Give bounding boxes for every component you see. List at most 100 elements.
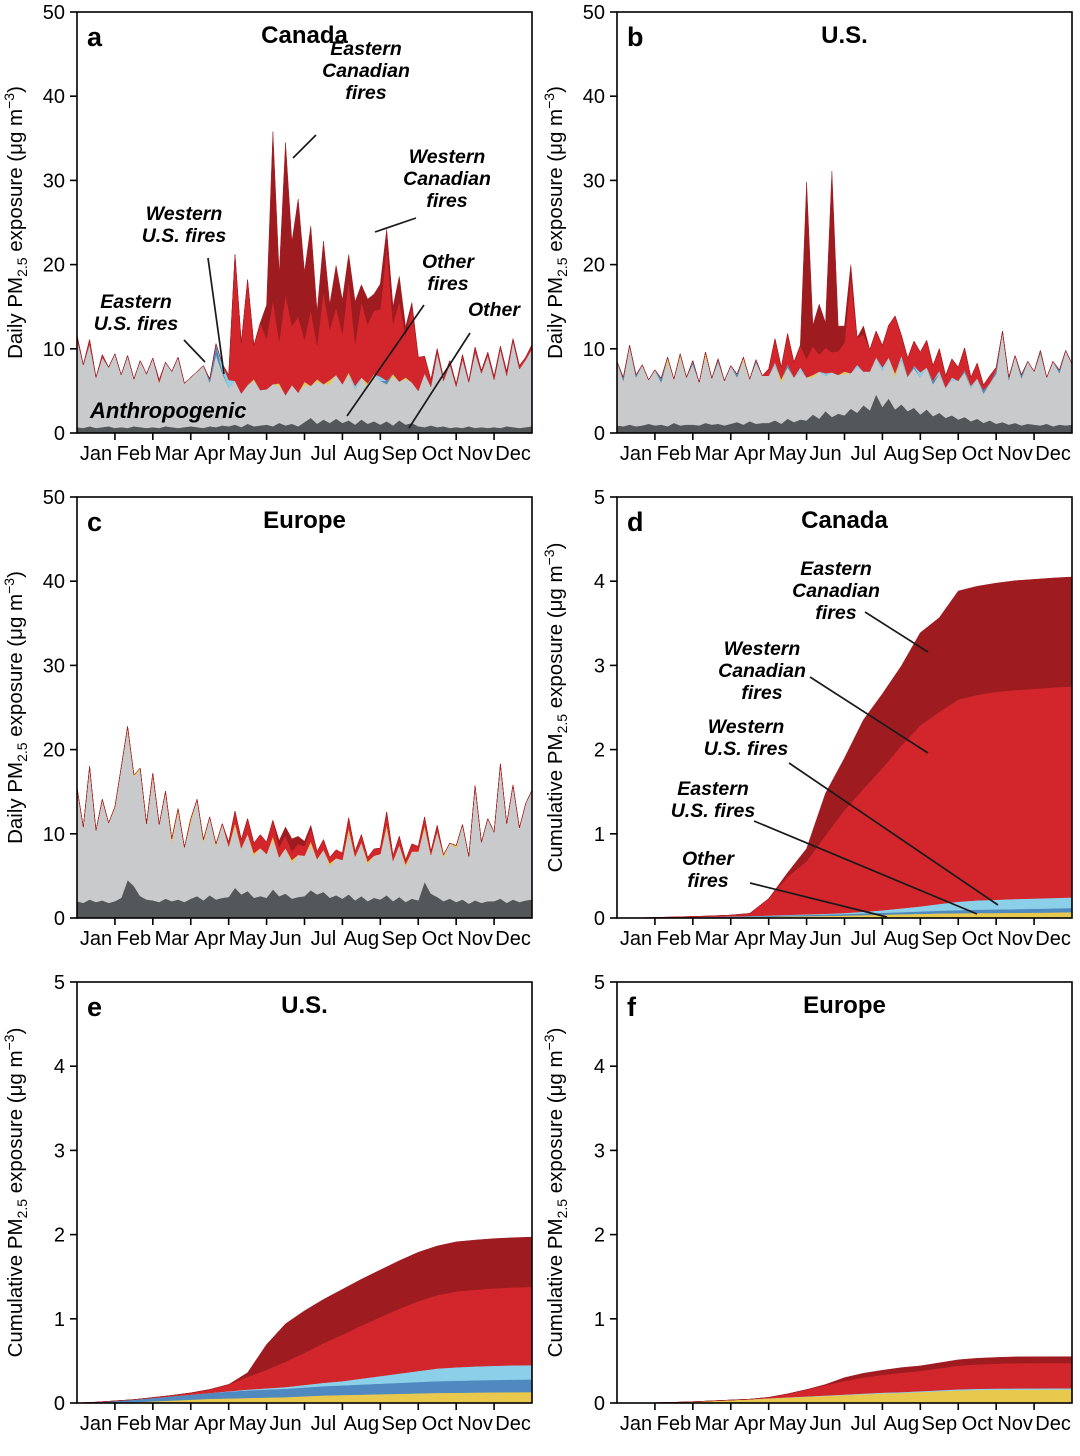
western-canadian-fires-label: Western Canadian fires: [403, 146, 491, 212]
x-tick-label-jun: Jun: [809, 928, 841, 950]
y-tick-label-30: 30: [43, 170, 65, 192]
axis-box: [616, 981, 1073, 1404]
x-tick-label-apr: Apr: [734, 1413, 765, 1435]
y-axis-label: Daily PM2.5 exposure (μg m−3): [541, 86, 570, 359]
y-tick-label-0: 0: [594, 423, 605, 445]
x-tick-label-nov: Nov: [457, 928, 493, 950]
eastern-us-fires-label: Eastern U.S. fires: [671, 778, 756, 822]
x-tick-label-aug: Aug: [884, 443, 920, 465]
x-tick-label-may: May: [769, 443, 807, 465]
x-tick-label-oct: Oct: [962, 928, 994, 950]
x-tick-label-jun: Jun: [269, 443, 301, 465]
x-tick-label-dec: Dec: [1035, 443, 1071, 465]
x-tick-label-feb: Feb: [657, 443, 691, 465]
y-tick-label-50: 50: [43, 2, 65, 24]
x-tick-label-mar: Mar: [155, 1413, 190, 1435]
y-tick-label-2: 2: [594, 1225, 605, 1247]
x-tick-label-sep: Sep: [381, 1413, 417, 1435]
x-tick-label-sep: Sep: [381, 443, 417, 465]
x-tick-label-sep: Sep: [921, 443, 957, 465]
y-tick-label-0: 0: [54, 423, 65, 445]
x-tick-label-jul: Jul: [851, 928, 877, 950]
x-tick-label-jul: Jul: [311, 1413, 337, 1435]
y-tick-label-4: 4: [594, 1056, 605, 1078]
x-tick-label-jul: Jul: [311, 928, 337, 950]
x-tick-label-oct: Oct: [422, 928, 454, 950]
x-tick-label-apr: Apr: [734, 928, 765, 950]
x-tick-label-feb: Feb: [657, 928, 691, 950]
y-tick-label-4: 4: [54, 1056, 65, 1078]
y-axis-label: Daily PM2.5 exposure (μg m−3): [1, 571, 30, 844]
panel-letter-b: b: [627, 22, 644, 52]
x-tick-label-mar: Mar: [695, 443, 730, 465]
western-canadian-fires-label: Western Canadian fires: [718, 638, 806, 704]
y-tick-label-5: 5: [54, 972, 65, 994]
panel-title-e: U.S.: [281, 992, 328, 1019]
x-tick-label-jul: Jul: [311, 443, 337, 465]
y-tick-label-1: 1: [594, 1309, 605, 1331]
x-tick-label-apr: Apr: [734, 443, 765, 465]
x-tick-label-aug: Aug: [884, 1413, 920, 1435]
eastern-canadian-fires-label: Eastern Canadian fires: [792, 558, 880, 624]
panel-title-b: U.S.: [821, 22, 868, 49]
panel-title-c: Europe: [263, 507, 346, 534]
panel-f: 0 1 2 3 4 5 Jan Feb Mar Apr May Jun Jul Aug Sep Oct Nov D…: [540, 970, 1080, 1455]
x-tick-label-jul: Jul: [851, 443, 877, 465]
y-tick-label-0: 0: [594, 1393, 605, 1415]
panel-letter-e: e: [87, 992, 102, 1022]
panel-letter-d: d: [627, 507, 644, 537]
y-tick-label-50: 50: [43, 487, 65, 509]
x-tick-label-jan: Jan: [620, 928, 652, 950]
other-fires-label: Other fires: [422, 251, 475, 295]
x-tick-label-dec: Dec: [1035, 928, 1071, 950]
eastern-canadian-fires-label-leader: [292, 134, 317, 159]
other-fires-label-leader: [346, 304, 425, 417]
x-tick-label-jan: Jan: [80, 443, 112, 465]
panel-title-d: Canada: [801, 507, 888, 534]
y-tick-label-20: 20: [583, 255, 605, 277]
y-tick-label-0: 0: [594, 908, 605, 930]
x-tick-label-mar: Mar: [695, 928, 730, 950]
y-tick-label-30: 30: [583, 170, 605, 192]
x-tick-label-may: May: [229, 928, 267, 950]
chart-c: 0 10 20 30 40 50 Jan Feb Mar Apr May Jun Jul Aug Sep Oc…: [1, 487, 533, 950]
y-tick-label-40: 40: [43, 86, 65, 108]
eastern-us-fires-label-leader: [753, 820, 978, 915]
y-tick-label-2: 2: [594, 740, 605, 762]
x-tick-label-may: May: [769, 928, 807, 950]
x-tick-label-sep: Sep: [921, 1413, 957, 1435]
x-tick-label-jun: Jun: [809, 1413, 841, 1435]
panel-e: 0 1 2 3 4 5 Jan Feb Mar Apr May Jun Jul Aug Sep Oct Nov D…: [0, 970, 540, 1455]
x-tick-label-feb: Feb: [117, 1413, 151, 1435]
y-tick-label-3: 3: [54, 1140, 65, 1162]
panel-b: 0 10 20 30 40 50 Jan Feb Mar Apr May Jun Jul Aug Sep Oc…: [540, 0, 1080, 485]
anthropogenic-label: Anthropogenic: [89, 398, 246, 423]
other-label: Other: [468, 299, 521, 321]
panel-letter-f: f: [627, 992, 637, 1022]
eastern-canadian-fires-label-leader: [864, 611, 929, 653]
x-tick-label-nov: Nov: [457, 443, 493, 465]
y-tick-label-1: 1: [594, 824, 605, 846]
western-us-fires-label-leader: [207, 257, 225, 375]
panel-d: 0 1 2 3 4 5 Jan Feb Mar Apr May Jun Jul Aug Sep Oct Nov D…: [540, 485, 1080, 970]
x-tick-label-feb: Feb: [657, 1413, 691, 1435]
x-tick-label-may: May: [229, 443, 267, 465]
eastern-us-fires-label-leader: [183, 339, 206, 363]
x-tick-label-mar: Mar: [695, 1413, 730, 1435]
area-anthropogenic: [76, 728, 533, 904]
panel-letter-c: c: [87, 507, 102, 537]
x-tick-label-sep: Sep: [921, 928, 957, 950]
x-tick-label-aug: Aug: [884, 928, 920, 950]
y-tick-label-4: 4: [594, 571, 605, 593]
y-tick-label-2: 2: [54, 1225, 65, 1247]
chart-a: 0 10 20 30 40 50 Jan Feb Mar Apr May Jun Jul Aug Sep Oc…: [1, 2, 533, 465]
y-tick-label-20: 20: [43, 740, 65, 762]
western-us-fires-label: Western U.S. fires: [142, 203, 227, 247]
x-tick-label-dec: Dec: [1035, 1413, 1071, 1435]
x-tick-label-aug: Aug: [344, 928, 380, 950]
y-tick-label-1: 1: [54, 1309, 65, 1331]
x-tick-label-oct: Oct: [962, 443, 994, 465]
chart-d: 0 1 2 3 4 5 Jan Feb Mar Apr May Jun Jul Aug Sep Oct Nov D…: [541, 487, 1073, 950]
x-tick-label-nov: Nov: [997, 1413, 1033, 1435]
